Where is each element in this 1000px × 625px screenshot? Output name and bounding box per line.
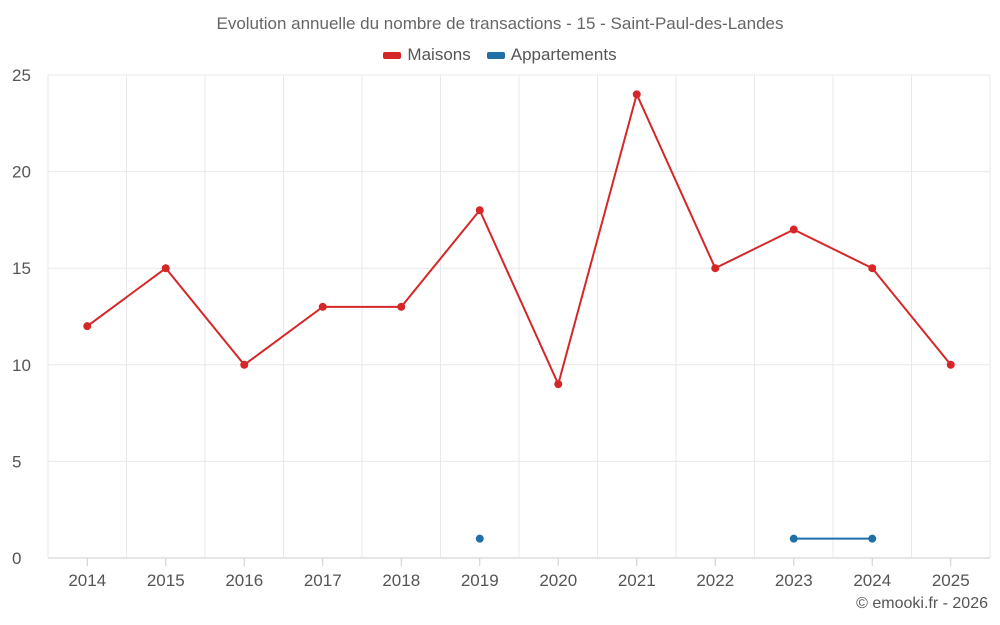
x-tick-label: 2023 (775, 571, 813, 590)
chart-title: Evolution annuelle du nombre de transact… (216, 14, 784, 33)
series-line-maisons (86, 91, 952, 388)
x-tick-label: 2020 (539, 571, 577, 590)
x-tick-label: 2021 (618, 571, 656, 590)
x-tick-label: 2014 (68, 571, 106, 590)
y-tick-label: 5 (12, 452, 21, 471)
x-tick-label: 2017 (304, 571, 342, 590)
legend-label-maisons: Maisons (407, 45, 471, 64)
y-tick-label: 25 (12, 66, 31, 85)
data-point-maisons (789, 225, 798, 234)
data-point-maisons (397, 302, 406, 311)
legend: Maisons Appartements (0, 45, 1000, 65)
x-tick-label: 2016 (225, 571, 263, 590)
legend-item-appartements[interactable]: Appartements (486, 45, 617, 65)
x-tick-label: 2024 (853, 571, 891, 590)
data-point-appartements (789, 534, 798, 543)
x-tick-label: 2025 (932, 571, 970, 590)
data-point-maisons (711, 264, 720, 273)
data-point-maisons (318, 302, 327, 311)
data-point-maisons (161, 264, 170, 273)
data-point-maisons (632, 90, 641, 99)
x-tick-label: 2018 (382, 571, 420, 590)
x-tick-label: 2019 (461, 571, 499, 590)
data-point-maisons (240, 360, 249, 369)
data-point-maisons (868, 264, 877, 273)
credit-text: © emooki.fr - 2026 (856, 595, 988, 612)
legend-swatch-appartements (486, 51, 505, 59)
y-tick-label: 20 (12, 163, 31, 182)
y-tick-label: 10 (12, 356, 31, 375)
x-tick-label: 2015 (147, 571, 185, 590)
data-point-appartements (475, 534, 484, 543)
legend-label-appartements: Appartements (510, 45, 617, 64)
data-point-maisons (554, 380, 563, 389)
legend-swatch-maisons (383, 51, 402, 59)
data-point-maisons (475, 206, 484, 215)
y-tick-label: 15 (12, 259, 31, 278)
data-point-maisons (83, 322, 92, 331)
y-tick-label: 0 (12, 549, 21, 568)
data-point-appartements (868, 534, 877, 543)
data-point-maisons (946, 360, 955, 369)
legend-item-maisons[interactable]: Maisons (383, 45, 471, 65)
x-tick-label: 2022 (696, 571, 734, 590)
